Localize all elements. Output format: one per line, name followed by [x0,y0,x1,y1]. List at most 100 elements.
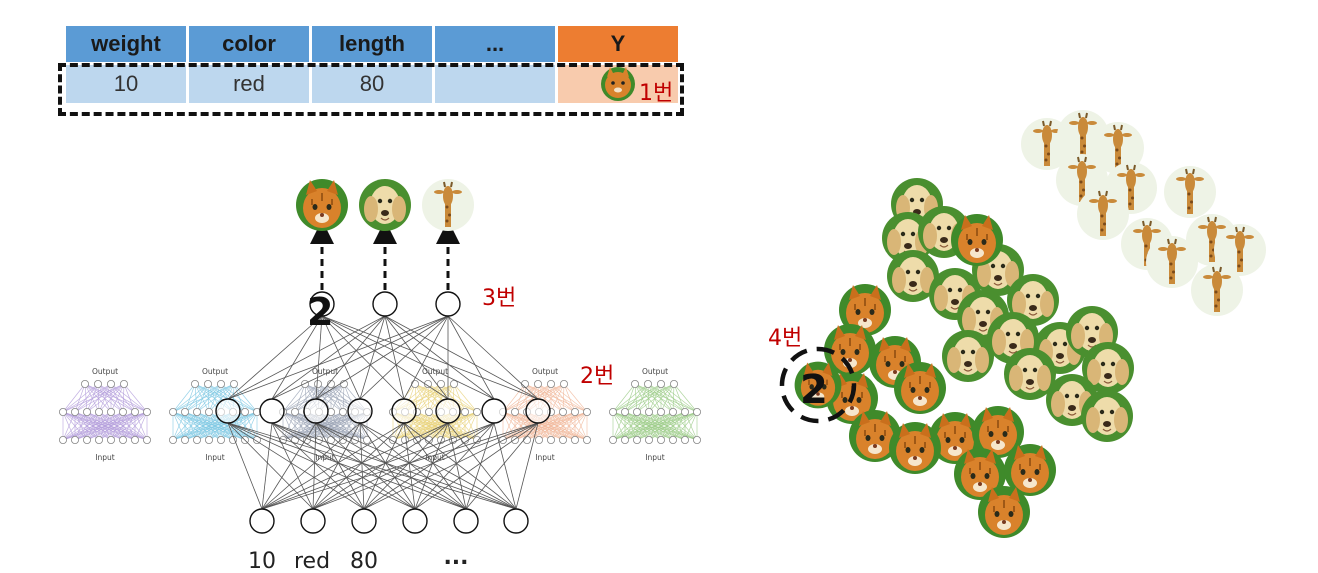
edge [384,315,495,400]
mini-node [571,407,580,416]
mini-edge [74,383,125,413]
input-node [503,508,529,534]
edge [261,422,449,510]
edge [271,422,314,510]
mini-edge [440,383,466,413]
edge [414,422,449,510]
header-ellipsis: ... [433,26,558,64]
mini-edge [232,411,258,441]
mini-edge [612,411,650,441]
edge [321,315,449,400]
edge [271,315,386,400]
mini-node [168,407,177,416]
mini-edge [330,383,345,413]
edge [312,422,405,510]
hidden-node [525,398,551,424]
edge [271,422,467,510]
mini-edge [294,383,345,413]
mini-edge [660,383,698,413]
mini-node [107,435,116,444]
mini-node [120,379,129,388]
mini-edge [550,411,588,441]
mini-edge [62,411,100,441]
edge [261,422,539,510]
mini-edge [172,411,186,441]
input-node [402,508,428,534]
mini-edge [233,383,258,413]
mini-edge [208,383,235,413]
header-color: color [187,26,312,64]
edge [261,422,405,510]
mini-edge [514,411,588,441]
mini-node [83,435,92,444]
hidden-node [215,398,241,424]
edge [271,422,517,510]
mini-edge [196,383,235,413]
mini-edge [207,383,210,413]
mini-node [472,407,481,416]
edge [321,315,495,400]
mini-edge [684,411,698,441]
edge [363,422,495,510]
mini-edge [282,383,319,413]
mini-edge [110,383,125,413]
edge [312,422,495,510]
mini-node [192,407,201,416]
mini-node [338,435,347,444]
mini-edge [84,383,88,413]
mini-edge [194,383,210,413]
edge [261,422,317,510]
mini-node [216,435,225,444]
mini-node [130,435,139,444]
mini-edge [612,411,626,441]
mini-edge [282,383,306,413]
mini-edge [660,383,686,413]
edge [321,315,361,400]
mini-network: Output Input [59,367,151,462]
callout-4: 4번 [768,326,802,351]
mini-edge [172,411,258,441]
mini-edge [502,411,528,441]
giraffe-photo-icon [1163,165,1217,219]
edge [227,315,323,400]
mini-edge [62,411,112,441]
edge [403,422,416,510]
mini-node [657,435,666,444]
giraffe-photo-icon [421,178,475,232]
edge [359,315,449,400]
mini-node [203,379,212,388]
mini-edge [122,411,148,441]
mini-edge [612,411,698,441]
mini-node [83,407,92,416]
mini-edge [317,383,344,413]
cat-photo-icon [950,213,1004,267]
mini-edge [538,411,588,441]
mini-edge [502,411,588,441]
input-node [453,508,479,534]
edge [447,422,467,510]
mini-node [423,379,432,388]
mini-node [621,435,630,444]
mini-edge [537,383,576,413]
callout-2: 2번 [580,364,614,389]
edge [359,315,386,400]
edge [261,422,361,510]
mini-node [609,407,618,416]
mini-node [216,379,225,388]
mini-edge [414,383,430,413]
mini-edge [172,411,198,441]
mini-output-label: Output [422,367,448,376]
mini-edge [452,411,478,441]
mini-edge [62,411,88,441]
mini-edge [98,411,148,441]
mini-node [190,379,199,388]
mini-edge [97,383,124,413]
mini-node [130,407,139,416]
edge [403,422,517,510]
mini-edge [86,383,125,413]
edge [312,422,449,510]
mini-edge [634,383,638,413]
table-header-row: weight color length ... Y [66,26,681,64]
mini-edge [563,383,588,413]
